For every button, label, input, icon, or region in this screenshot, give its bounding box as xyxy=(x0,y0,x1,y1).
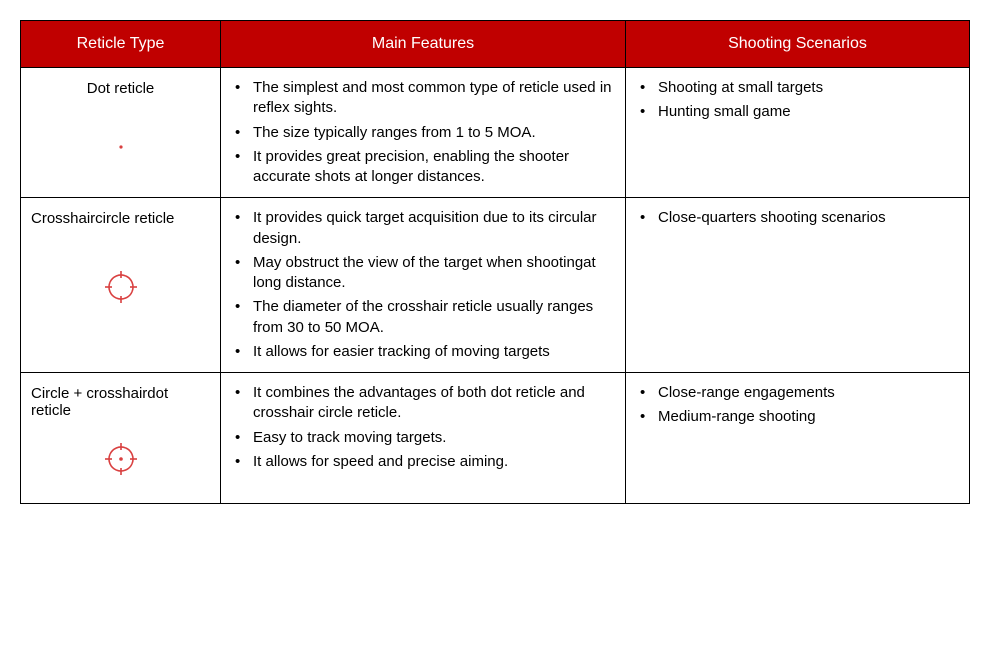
reticle-table: Reticle Type Main Features Shooting Scen… xyxy=(20,20,970,504)
feature-item: Easy to track moving targets. xyxy=(229,428,617,448)
feature-item: The simplest and most common type of ret… xyxy=(229,78,617,119)
feature-item: The size typically ranges from 1 to 5 MO… xyxy=(229,123,617,143)
reticle-type-label: Dot reticle xyxy=(31,80,210,97)
table-row: Dot reticle The simplest and most common… xyxy=(21,68,970,198)
cell-reticle-type: Circle + crosshairdot reticle xyxy=(21,373,221,504)
cell-shooting-scenarios: Shooting at small targets Hunting small … xyxy=(626,68,970,198)
header-reticle-type: Reticle Type xyxy=(21,21,221,68)
feature-item: It provides quick target acquisition due… xyxy=(229,208,617,249)
table-header-row: Reticle Type Main Features Shooting Scen… xyxy=(21,21,970,68)
cell-shooting-scenarios: Close-range engagements Medium-range sho… xyxy=(626,373,970,504)
cell-reticle-type: Dot reticle xyxy=(21,68,221,198)
header-main-features: Main Features xyxy=(221,21,626,68)
table-row: Crosshaircircle reticle xyxy=(21,198,970,373)
cell-main-features: It combines the advantages of both dot r… xyxy=(221,373,626,504)
scenario-item: Hunting small game xyxy=(634,102,961,122)
cell-main-features: It provides quick target acquisition due… xyxy=(221,198,626,373)
cell-main-features: The simplest and most common type of ret… xyxy=(221,68,626,198)
feature-item: The diameter of the crosshair reticle us… xyxy=(229,297,617,338)
scenario-item: Close-range engagements xyxy=(634,383,961,403)
crosshair-circle-reticle-icon xyxy=(31,257,210,321)
feature-item: It allows for easier tracking of moving … xyxy=(229,342,617,362)
circle-crosshair-dot-reticle-icon xyxy=(31,429,210,493)
cell-shooting-scenarios: Close-quarters shooting scenarios xyxy=(626,198,970,373)
cell-reticle-type: Crosshaircircle reticle xyxy=(21,198,221,373)
scenario-item: Close-quarters shooting scenarios xyxy=(634,208,961,228)
header-shooting-scenarios: Shooting Scenarios xyxy=(626,21,970,68)
reticle-type-label: Circle + crosshairdot reticle xyxy=(31,385,210,419)
feature-item: It combines the advantages of both dot r… xyxy=(229,383,617,424)
scenario-item: Medium-range shooting xyxy=(634,407,961,427)
scenario-item: Shooting at small targets xyxy=(634,78,961,98)
table-row: Circle + crosshairdot reticle xyxy=(21,373,970,504)
dot-reticle-icon xyxy=(31,117,210,181)
reticle-type-label: Crosshaircircle reticle xyxy=(31,210,210,227)
feature-item: It allows for speed and precise aiming. xyxy=(229,452,617,472)
feature-item: May obstruct the view of the target when… xyxy=(229,253,617,294)
feature-item: It provides great precision, enabling th… xyxy=(229,147,617,188)
